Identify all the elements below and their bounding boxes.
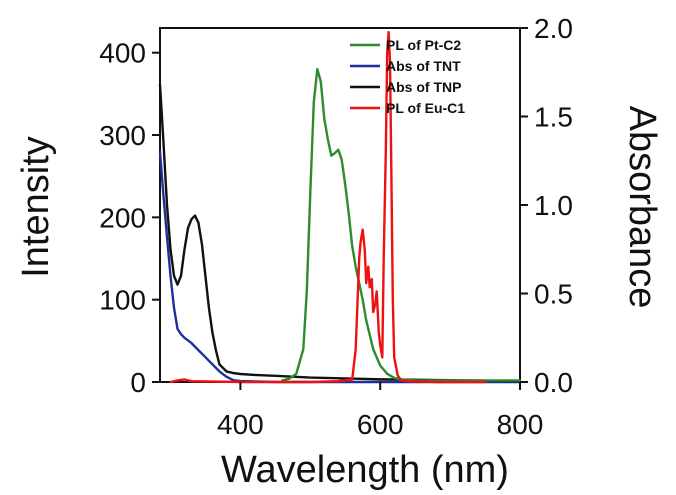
x-axis-title: Wavelength (nm) [221,449,509,491]
y-left-tick-label: 400 [99,38,146,69]
series-line-abs-of-tnp [158,83,522,383]
legend-label: PL of Eu-C1 [386,100,465,116]
y-left-tick-label: 300 [99,120,146,151]
plot-area-border [159,27,521,383]
x-tick-label: 400 [217,409,264,440]
x-tick-label: 600 [357,409,404,440]
y-left-tick-label: 0 [130,367,146,398]
y-right-tick-label: 0.0 [534,367,573,398]
y-right-tick-label: 2.0 [534,13,573,44]
x-tick-label: 800 [497,409,544,440]
series-line-pl-of-pt-c2 [281,67,522,382]
series-line-abs-of-tnt [158,150,522,384]
y-right-tick-label: 1.5 [534,102,573,133]
y-axis-title-left: Intensity [15,136,57,278]
series-line-pl-of-eu-c1 [169,30,487,384]
legend-label: PL of Pt-C2 [386,37,461,53]
y-right-tick-label: 1.0 [534,190,573,221]
legend-label: Abs of TNP [386,79,461,95]
y-right-tick-label: 0.5 [534,279,573,310]
series-layer [158,30,522,384]
y-left-tick-label: 100 [99,285,146,316]
legend: PL of Pt-C2 Abs of TNT Abs of TNP PL of Eu-… [350,37,465,116]
y-axis-title-right: Absorbance [621,106,663,309]
ticks-layer: 400 600 800 0 100 200 300 400 0.0 0.5 1.0 1.5 2.0 [99,13,573,440]
y-left-tick-label: 200 [99,202,146,233]
legend-label: Abs of TNT [386,58,461,74]
plot-frame [159,27,521,383]
